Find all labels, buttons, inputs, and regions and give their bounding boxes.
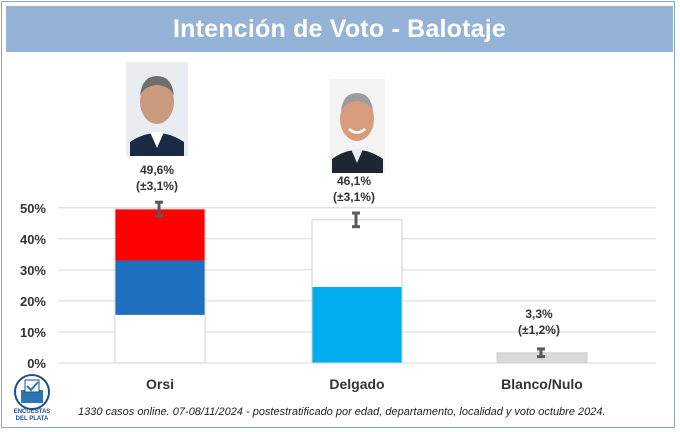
data-label: 49,6% — [140, 163, 174, 177]
title-bar: Intención de Voto - Balotaje — [6, 6, 673, 52]
error-label: (±3,1%) — [136, 179, 178, 193]
logo-line-2: DEL PLATA — [15, 416, 49, 422]
orsi-photo — [126, 62, 188, 156]
error-label: (±1,2%) — [518, 323, 560, 337]
data-label: 46,1% — [337, 174, 371, 188]
delgado-photo — [330, 79, 385, 173]
bar-segment — [312, 286, 402, 363]
y-tick-label: 50% — [20, 201, 46, 216]
bar-segment — [115, 260, 205, 315]
y-tick-label: 20% — [20, 294, 46, 309]
ballot-box-icon — [14, 374, 50, 410]
data-label: 3,3% — [525, 307, 553, 321]
y-tick-label: 0% — [27, 356, 46, 371]
x-tick-label: Blanco/Nulo — [501, 376, 583, 392]
footnote: 1330 casos online. 07-08/11/2024 - poste… — [78, 406, 606, 418]
y-tick-label: 40% — [20, 232, 46, 247]
x-tick-label: Delgado — [329, 376, 384, 392]
y-tick-label: 10% — [20, 325, 46, 340]
bar-segment — [115, 314, 205, 363]
error-label: (±3,1%) — [333, 190, 375, 204]
chart-title: Intención de Voto - Balotaje — [173, 14, 506, 43]
bar-segment — [115, 208, 205, 261]
logo-text: ENCUESTAS DEL PLATA — [8, 409, 56, 423]
logo-line-1: ENCUESTAS — [13, 409, 51, 415]
y-tick-label: 30% — [20, 263, 46, 278]
x-tick-label: Orsi — [146, 376, 174, 392]
bar-segment — [312, 219, 402, 287]
